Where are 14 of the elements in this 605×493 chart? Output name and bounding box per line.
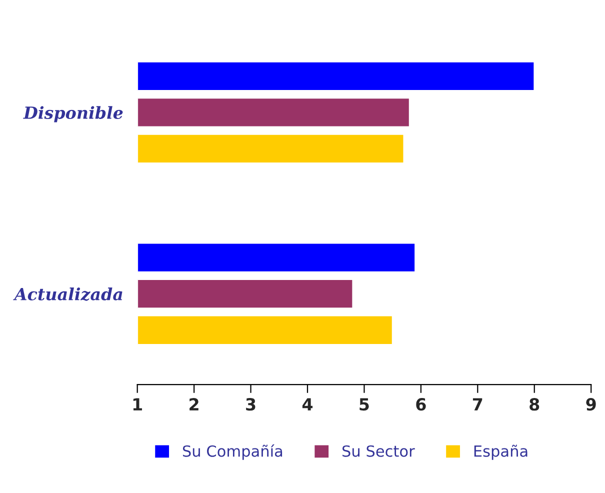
x-tick-label: 4 xyxy=(302,398,313,410)
x-tick-label: 6 xyxy=(416,398,426,411)
legend-label: España xyxy=(474,444,528,460)
x-tick-label: 3 xyxy=(246,398,256,411)
legend-label: Su Compañía xyxy=(182,444,282,460)
legend-label: Su Sector xyxy=(342,445,415,457)
x-tick-label: 1 xyxy=(133,398,142,410)
x-tick-label: 2 xyxy=(190,398,198,410)
x-tick-label: 9 xyxy=(586,398,596,411)
x-tick-label: 8 xyxy=(530,398,540,411)
x-tick-label: 5 xyxy=(360,398,369,411)
y-tick-label: Actualizada xyxy=(13,288,122,301)
x-tick-label: 7 xyxy=(472,398,482,410)
y-tick-label: Disponible xyxy=(23,106,123,122)
